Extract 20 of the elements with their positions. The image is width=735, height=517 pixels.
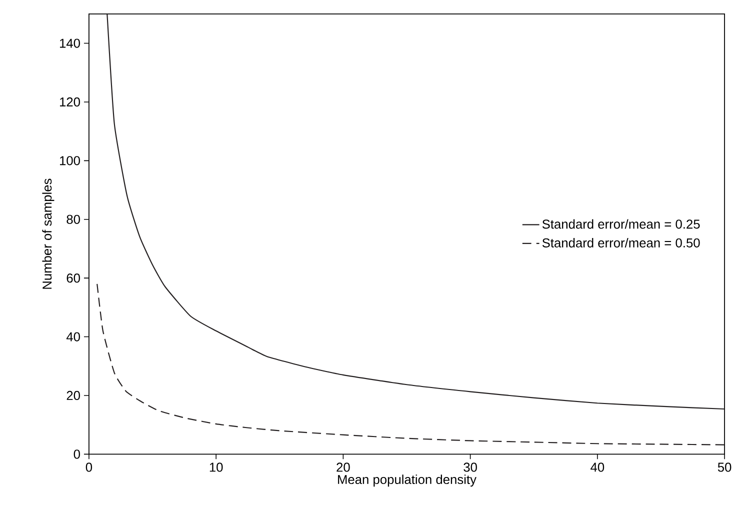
line-series — [106, 14, 725, 410]
y-tick-label: 40 — [66, 332, 80, 342]
x-tick-label: 40 — [590, 462, 604, 472]
y-tick-label: 0 — [74, 450, 80, 459]
y-tick-label: 80 — [66, 214, 80, 224]
line-series — [96, 284, 725, 446]
y-tick-label: 140 — [60, 38, 80, 48]
legend-label: Standard error/mean = 0.25 — [542, 219, 700, 229]
x-tick-label: 30 — [464, 462, 477, 472]
x-tick-label: 0 — [86, 462, 92, 472]
y-tick-label: 60 — [66, 274, 80, 283]
x-axis-title: Mean population density — [338, 474, 476, 487]
x-tick-label: 10 — [210, 462, 223, 472]
y-axis-title: Number of samples — [42, 178, 54, 289]
x-tick-label: 20 — [336, 462, 350, 472]
y-tick-label: 100 — [60, 156, 80, 166]
x-tick-label: 50 — [718, 462, 732, 472]
y-tick-label: 120 — [60, 98, 80, 107]
legend-label: Standard error/mean = 0.50 — [542, 238, 700, 248]
y-tick-label: 20 — [66, 391, 80, 400]
